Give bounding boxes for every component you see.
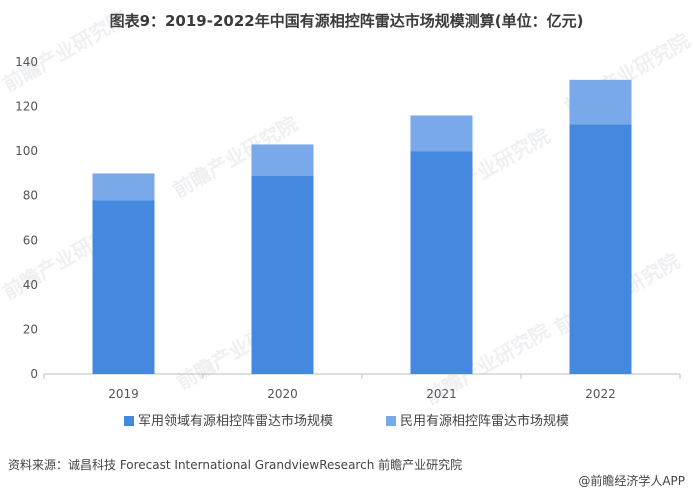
x-tick-label: 2021 [426,387,457,401]
watermark: 前瞻产业研究院 [0,6,132,97]
x-tick-label: 2020 [267,387,298,401]
bar-military-2022 [569,124,632,375]
bar-civil-2020 [251,144,314,176]
bar-military-2021 [410,151,473,374]
y-tick-label: 120 [15,100,38,114]
legend-civil-swatch [386,416,396,426]
y-tick-label: 60 [23,233,38,247]
y-tick-label: 140 [15,55,38,69]
legend-military-label: 军用领域有源相控阵雷达市场规模 [138,413,333,429]
bar-military-2020 [251,175,314,374]
y-tick-label: 40 [23,278,38,292]
x-tick-label: 2022 [585,387,616,401]
source-note: 资料来源：诚昌科技 Forecast International Grandvi… [8,458,463,472]
brand-label: @前瞻经济学人APP [578,474,685,488]
x-tick-label: 2019 [108,387,139,401]
bar-civil-2021 [410,115,473,152]
y-tick-label: 20 [23,322,38,336]
bar-civil-2019 [92,173,155,201]
legend-military-swatch [124,416,134,426]
bar-civil-2022 [569,79,632,125]
y-tick-label: 80 [23,189,38,203]
bar-military-2019 [92,200,155,374]
y-tick-label: 100 [15,144,38,158]
legend-civil-label: 民用有源相控阵雷达市场规模 [400,413,569,429]
chart-title: 图表9：2019-2022年中国有源相控阵雷达市场规模测算(单位：亿元) [109,12,584,30]
y-tick-label: 0 [30,367,38,381]
